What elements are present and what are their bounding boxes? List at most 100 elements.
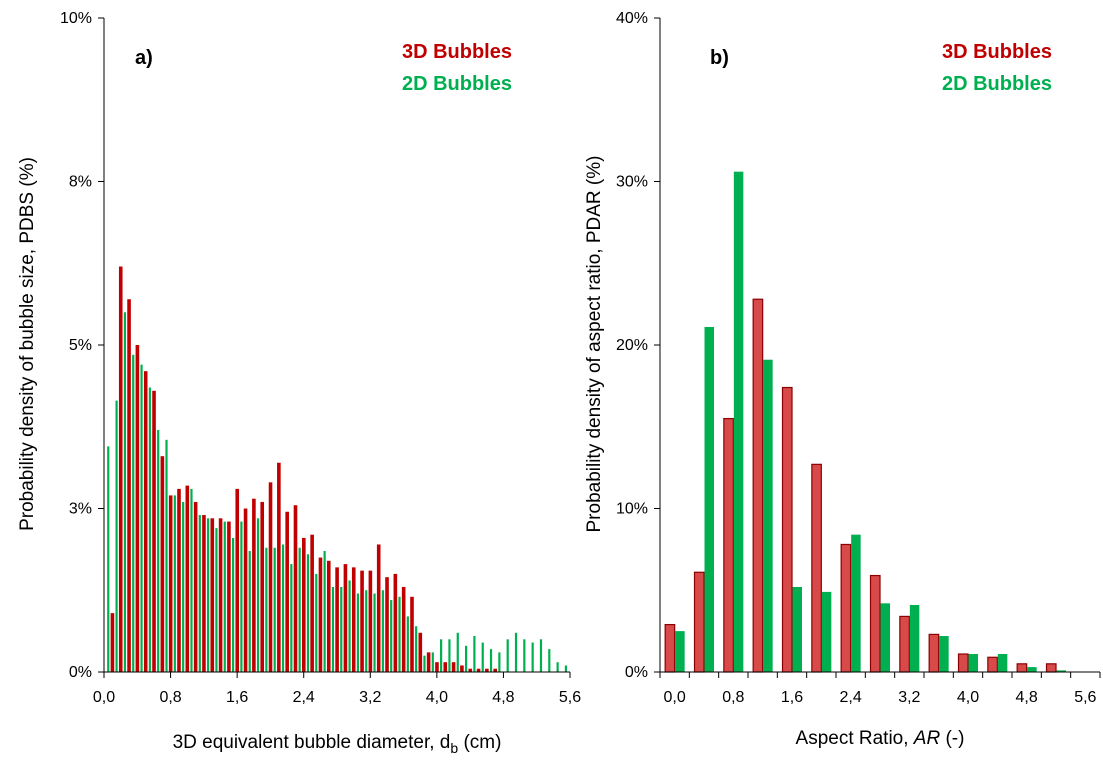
panel-a-bar-2d	[198, 515, 201, 672]
panel-a-bar-3d	[351, 567, 356, 672]
panel-a-bar-2d	[564, 665, 568, 672]
panel-a-bar-2d	[157, 430, 160, 672]
panel-a-bar-2d	[548, 649, 551, 672]
panel-a-bar-3d	[302, 537, 306, 672]
panel-b-bar-2d	[909, 604, 920, 672]
panel-a-x-tick-labels: 0,0 0,8 1,6 2,4 3,2 4,0 4,8 5,6	[93, 689, 581, 706]
panel-b-bar-3d	[987, 656, 998, 673]
panel-b-x-axis-label: Aspect Ratio, AR (-)	[796, 728, 965, 749]
panel-a-label: a)	[135, 47, 153, 69]
panel-b-label: b)	[710, 47, 729, 69]
panel-b-bar-3d	[664, 623, 676, 673]
panel-b-bar-3d	[752, 298, 764, 673]
panel-a-axes	[98, 17, 571, 678]
panel-a-bar-2d	[523, 639, 526, 672]
panel-a-y-axis-label: Probability density of bubble size, PDBS…	[17, 157, 38, 531]
panel-a-x-tick-label: 4,0	[426, 689, 448, 706]
panel-a-bar-2d	[306, 554, 310, 672]
panel-a-bar-2d	[148, 387, 151, 672]
panel-a-bar-3d	[443, 662, 448, 672]
panel-a-bar-3d	[318, 557, 323, 672]
panel-a-bar-2d	[231, 537, 235, 672]
panel-a-bar-3d	[268, 482, 273, 672]
panel-a-bar-2d	[256, 518, 260, 672]
panel-b-y-tick-label: 0%	[625, 664, 648, 681]
panel-a-y-tick-label: 8%	[69, 174, 92, 191]
panel-a-bar-2d	[431, 652, 434, 672]
panel-b-y-tick-label: 30%	[616, 174, 648, 191]
panel-a-bar-3d	[435, 662, 439, 672]
panel-b: 0%10%20%30%40% 0,0 0,8 1,6 2,4 3,2 4,0 4,8 5,6 …	[584, 10, 1101, 749]
panel-a-bar-3d	[235, 488, 240, 672]
panel-a-bar-3d	[401, 586, 406, 672]
panel-a-bar-2d	[423, 655, 426, 672]
panel-a-bar-2d	[340, 586, 343, 672]
panel-a-y-tick-label: 3%	[69, 501, 92, 518]
panel-a-bar-3d	[368, 570, 373, 672]
panel-a-bar-2d	[481, 642, 484, 672]
panel-a-bar-2d	[165, 439, 168, 672]
panel-a-bar-3d	[476, 668, 481, 672]
panel-b-bar-3d	[1016, 663, 1028, 673]
panel-a-bar-2d	[556, 662, 559, 672]
panel-a-bar-3d	[177, 488, 181, 672]
panel-a-bar-3d	[152, 390, 156, 672]
panel-a-bar-2d	[207, 518, 210, 672]
panel-a-y-tick-label: 5%	[69, 337, 92, 354]
panel-a-bar-2d	[190, 488, 193, 672]
panel-b-bar-2d	[851, 534, 861, 672]
panel-b-bar-2d	[1056, 670, 1066, 672]
panel-b-y-tick-labels: 0% 10% 20% 30% 40%	[616, 10, 648, 681]
panel-a-bar-2d	[123, 312, 127, 672]
panel-a-bar-3d	[110, 613, 115, 672]
panel-b-x-tick-label: 5,6	[1074, 689, 1096, 706]
panel-a-bar-2d	[273, 547, 276, 672]
panel-a-y-tick-label: 10%	[60, 10, 92, 27]
panel-a-bar-2d	[473, 636, 476, 672]
panel-b-bar-3d	[693, 571, 705, 673]
panel-a-bar-2d	[415, 626, 418, 672]
panel-a-series-2d-bars	[107, 312, 568, 672]
panel-b-bar-2d	[792, 586, 802, 672]
panel-b-x-tick-label: 2,4	[840, 689, 862, 706]
panel-a-bar-2d	[140, 364, 143, 672]
panel-a-x-tick-label: 3,2	[359, 689, 381, 706]
panel-a-bar-2d	[381, 590, 384, 672]
panel-a-bar-3d	[418, 632, 423, 672]
panel-b-bar-2d	[733, 171, 744, 672]
panel-a-bar-2d	[298, 547, 301, 672]
panel-b-bar-2d	[821, 591, 832, 672]
panel-a-bar-3d	[460, 665, 464, 672]
panel-a-bar-2d	[456, 632, 459, 672]
panel-b-bar-3d	[899, 615, 910, 673]
panel-b-bar-2d	[997, 654, 1008, 672]
panel-b-bars	[664, 171, 1066, 673]
panel-a-bar-3d	[252, 498, 256, 672]
panel-a-bar-3d	[493, 668, 498, 672]
panel-a-bar-3d	[243, 508, 248, 672]
panel-a-bar-2d	[331, 586, 335, 672]
panel-b-bar-2d	[763, 359, 773, 672]
panel-a-series-3d-bars	[110, 266, 498, 672]
panel-a: 0%3%5%8%10% 0,0 0,8 1,6 2,4 3,2 4,0 4,8 5,6 a) …	[17, 10, 581, 756]
panel-a-bar-3d	[185, 485, 190, 672]
panel-b-bar-3d	[840, 543, 852, 673]
panel-b-bar-3d	[723, 417, 734, 673]
panel-a-bar-2d	[348, 580, 351, 672]
panel-a-x-tick-label: 0,0	[93, 689, 115, 706]
panel-b-legend-3d: 3D Bubbles	[942, 41, 1052, 63]
panel-a-bar-2d	[281, 544, 285, 672]
panel-b-y-tick-label: 40%	[616, 10, 648, 27]
panel-b-bar-2d	[880, 603, 890, 672]
panel-b-x-tick-label: 3,2	[898, 689, 920, 706]
panel-a-bar-3d	[193, 501, 198, 672]
panel-b-y-tick-label: 20%	[616, 337, 648, 354]
panel-b-bar-3d	[869, 574, 881, 673]
panel-a-bar-3d	[135, 345, 140, 672]
panel-a-bar-2d	[173, 495, 176, 672]
panel-a-bar-2d	[115, 400, 118, 672]
panel-b-bar-3d	[1045, 663, 1057, 673]
panel-a-bar-3d	[426, 652, 431, 672]
panel-a-bar-2d	[398, 596, 401, 672]
